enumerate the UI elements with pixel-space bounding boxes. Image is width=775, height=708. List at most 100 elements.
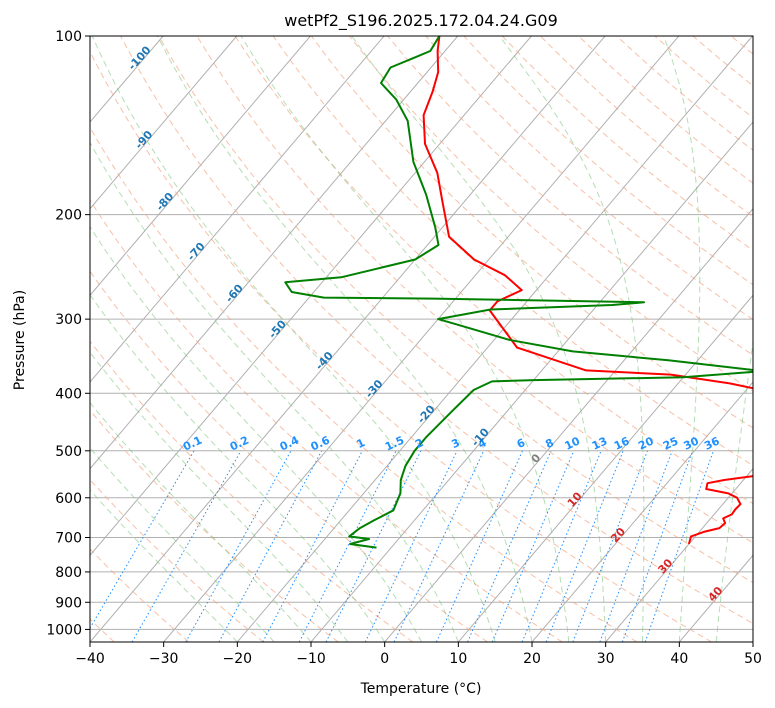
mixing-ratio-line: [572, 450, 648, 642]
moist-adiabat: [240, 36, 570, 642]
moist-adiabat: [90, 225, 422, 642]
isotherm-line: [531, 381, 753, 642]
isotherm-label: -60: [223, 281, 246, 305]
isotherm-label: -20: [415, 402, 438, 426]
dewpoint-profile-line: [284, 36, 753, 549]
moist-adiabat: [499, 36, 645, 642]
x-tick-label: 40: [670, 651, 688, 667]
mixing-ratio-line: [521, 450, 602, 642]
x-tick-label: 50: [744, 651, 762, 667]
dry-adiabat: [387, 36, 753, 356]
y-tick-label: 700: [55, 531, 82, 547]
isotherm-label: -80: [153, 190, 176, 214]
y-tick-label: 900: [55, 595, 82, 611]
moist-adiabat: [90, 401, 312, 642]
isotherm-line: [457, 294, 753, 642]
dry-adiabat: [539, 36, 753, 218]
isotherm-line: [678, 554, 753, 642]
mixing-ratio-label: 25: [661, 434, 680, 452]
x-tick-label: −40: [75, 651, 105, 667]
dry-adiabat: [158, 36, 753, 584]
y-tick-label: 500: [55, 444, 82, 460]
mixing-ratio-label: 16: [612, 434, 632, 452]
dry-adiabat: [90, 50, 712, 642]
mixing-ratio-line: [298, 450, 397, 642]
isotherm-line: [236, 36, 753, 642]
moist-adiabat: [351, 36, 607, 642]
dry-adiabat: [196, 36, 753, 544]
grid-layer: [90, 36, 753, 642]
mixing-ratio-line: [621, 450, 694, 642]
dry-adiabat: [90, 270, 488, 642]
y-axis-label: Pressure (hPa): [12, 290, 28, 390]
isotherm-label: -10: [469, 425, 492, 449]
mixing-ratio-line: [435, 450, 523, 642]
dry-adiabat: [349, 36, 753, 392]
plot-frame: [89, 35, 754, 643]
moist-adiabat: [90, 447, 275, 642]
dry-adiabat: [120, 36, 753, 624]
mixing-ratio-line: [185, 450, 292, 642]
moist-adiabat: [90, 293, 386, 642]
mixing-ratio-label: 6: [515, 436, 528, 451]
x-tick-label: −30: [149, 651, 179, 667]
mixing-ratio-label: 20: [636, 434, 656, 452]
x-tick-label: 30: [597, 651, 615, 667]
y-tick-label: 400: [55, 386, 82, 402]
mixing-ratio-line: [393, 450, 485, 642]
x-tick-label: −20: [223, 651, 253, 667]
moist-adiabat: [90, 489, 238, 642]
dry-adiabat: [692, 36, 753, 87]
isotherm-line: [90, 36, 532, 557]
mixing-ratio-line: [467, 450, 552, 642]
isotherm-label: 30: [655, 556, 675, 576]
moist-adiabat: [663, 36, 701, 642]
isotherm-line: [163, 36, 680, 642]
isotherm-line: [752, 641, 753, 642]
isotherm-label: 10: [565, 489, 585, 509]
y-axis: 100 200 300 400 500 600 700 800 900 1000: [46, 29, 90, 638]
dry-adiabat: [234, 36, 753, 505]
isotherm-line: [90, 36, 459, 470]
isotherm-line: [384, 207, 753, 642]
x-tick-label: 0: [380, 651, 389, 667]
moist-adiabat: [91, 36, 496, 642]
mixing-ratio-label: 10: [563, 434, 583, 452]
mixing-ratio-line: [644, 450, 714, 642]
dry-adiabat: [310, 36, 753, 429]
moist-adiabat: [90, 141, 459, 642]
dry-adiabat: [90, 126, 638, 642]
dry-adiabat: [616, 36, 753, 151]
dry-adiabat: [272, 36, 753, 466]
mixing-ratio-line: [491, 450, 575, 642]
x-tick-label: 20: [523, 651, 541, 667]
isotherm-line: [90, 36, 385, 383]
y-tick-label: 300: [55, 312, 82, 328]
mixing-ratio-line: [90, 450, 195, 630]
isotherm-label: -50: [266, 317, 289, 341]
isotherm-label: -70: [185, 240, 208, 264]
isotherm-label: -90: [132, 128, 155, 152]
dry-adiabat: [90, 548, 190, 642]
moist-adiabat: [715, 338, 753, 642]
isotherm-line: [90, 36, 606, 642]
x-tick-label: 10: [449, 651, 467, 667]
isotherm-label: 20: [608, 525, 628, 545]
y-tick-label: 1000: [46, 622, 82, 638]
chart-title: wetPf2_S196.2025.172.04.24.G09: [284, 11, 558, 31]
isotherm-label: -40: [313, 349, 336, 373]
isotherm-label: 0: [529, 451, 544, 466]
dry-adiabat: [654, 36, 753, 119]
isotherm-label: -30: [363, 377, 386, 401]
y-tick-label: 200: [55, 208, 82, 224]
dry-adiabat: [90, 340, 414, 642]
y-tick-label: 800: [55, 565, 82, 581]
temperature-profile-line: [422, 36, 753, 545]
series-layer: [284, 36, 753, 549]
isotherm-label: -100: [126, 43, 154, 72]
dry-adiabat: [90, 199, 563, 642]
y-tick-label: 100: [55, 29, 82, 45]
mixing-ratio-label: 36: [702, 434, 722, 452]
isotherm-line: [90, 36, 238, 210]
